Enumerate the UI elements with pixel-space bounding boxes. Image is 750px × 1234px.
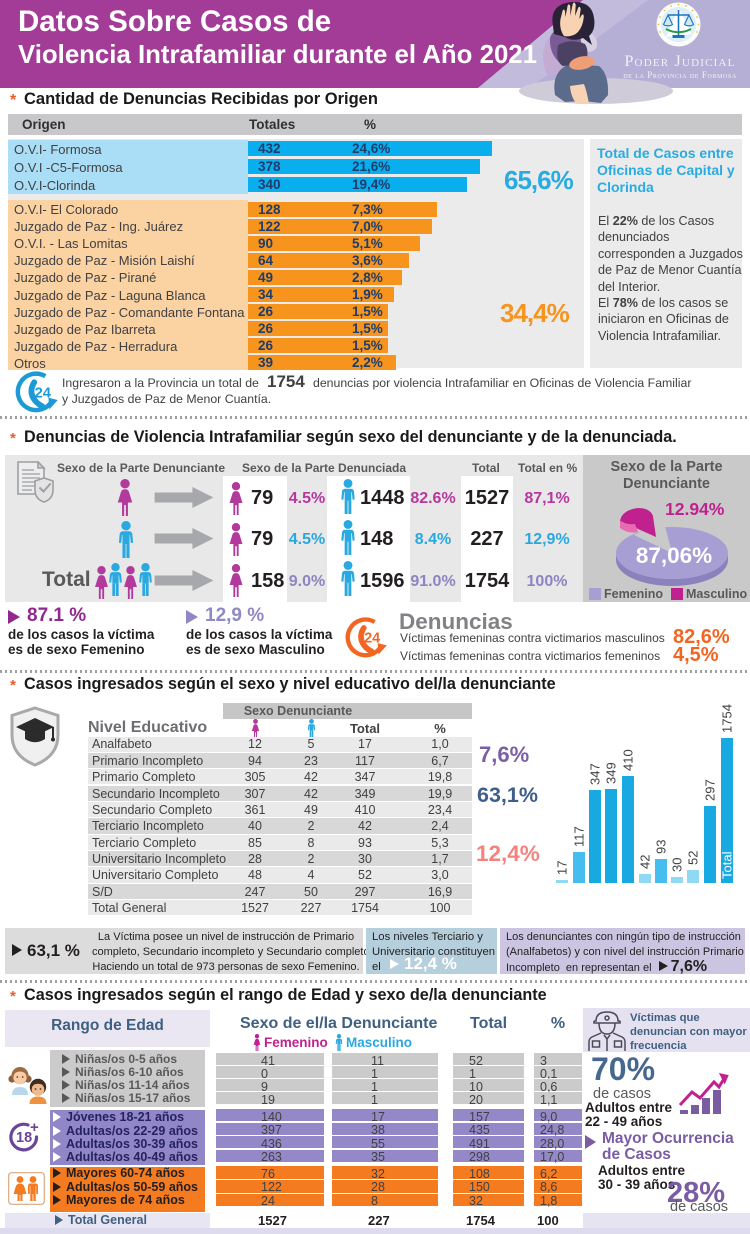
svg-text:Total: Total — [720, 851, 735, 879]
svg-text:24: 24 — [364, 631, 380, 647]
svg-text:42: 42 — [638, 855, 653, 869]
svg-text:93: 93 — [654, 840, 669, 854]
svg-text:1754: 1754 — [720, 704, 735, 733]
svg-text:349: 349 — [604, 762, 619, 784]
svg-text:52: 52 — [686, 851, 701, 865]
svg-text:+: + — [30, 1120, 39, 1136]
svg-text:24: 24 — [35, 385, 52, 401]
svg-text:410: 410 — [621, 749, 636, 771]
svg-text:117: 117 — [572, 826, 587, 847]
svg-text:18: 18 — [16, 1130, 32, 1146]
svg-text:347: 347 — [588, 763, 603, 785]
svg-text:87,06%: 87,06% — [636, 543, 712, 568]
svg-text:297: 297 — [703, 779, 718, 801]
svg-text:30: 30 — [670, 858, 685, 872]
svg-text:17: 17 — [555, 861, 570, 875]
